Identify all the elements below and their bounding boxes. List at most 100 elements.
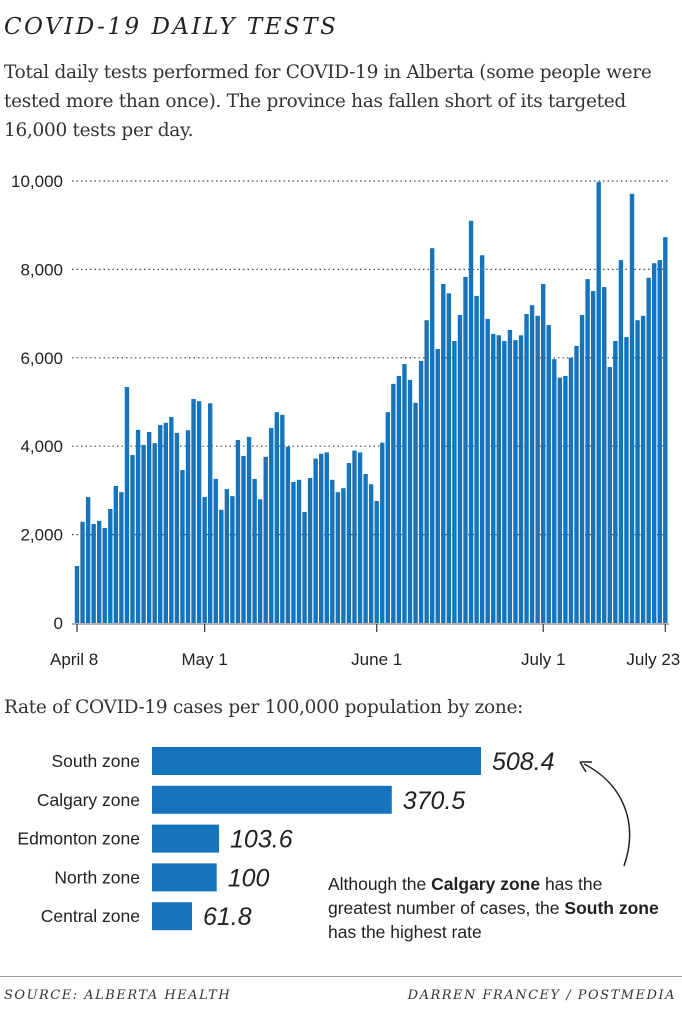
bar (230, 496, 235, 623)
x-tick-label: June 1 (351, 650, 402, 669)
bar (91, 523, 96, 623)
bar (518, 335, 524, 623)
annotation-arrow (583, 763, 631, 867)
bar (635, 320, 640, 623)
bar (624, 337, 629, 623)
bar (557, 377, 563, 623)
bar (563, 375, 568, 623)
bar (152, 443, 157, 623)
bar (363, 474, 368, 623)
bar (85, 497, 91, 623)
bar (657, 260, 662, 623)
bar (246, 436, 252, 623)
annotation-fragment: has the greatest number of cases, the (328, 874, 603, 918)
bar (457, 314, 463, 623)
bar (629, 193, 635, 623)
bar (146, 432, 152, 623)
bar (430, 248, 435, 623)
bar (513, 340, 518, 623)
zone-label: South zone (51, 751, 140, 771)
bar (208, 403, 213, 623)
bar (307, 478, 313, 623)
annotation-fragment: Although the (328, 874, 432, 894)
annotation-text: Although the Calgary zone has the greate… (328, 872, 668, 944)
bar (535, 315, 540, 623)
bar (97, 520, 102, 623)
bar (418, 360, 424, 623)
zone-label: Edmonton zone (17, 829, 140, 849)
bar (496, 335, 501, 623)
bar (80, 521, 85, 623)
bar (524, 314, 529, 623)
bar (579, 314, 585, 623)
y-tick-label: 0 (54, 614, 63, 633)
bar (291, 482, 296, 623)
bar (185, 430, 191, 623)
bar (219, 509, 224, 623)
bar (352, 450, 357, 623)
bar (435, 348, 440, 623)
bar (346, 462, 352, 623)
bar (474, 295, 479, 623)
bar (357, 452, 363, 623)
bar (529, 305, 535, 623)
bar (441, 283, 446, 623)
bar (224, 489, 230, 623)
x-tick-label: April 8 (50, 650, 98, 669)
bar (113, 485, 119, 623)
zone-label: North zone (54, 867, 140, 887)
y-tick-label: 10,000 (11, 172, 63, 191)
annotation-emphasis: Calgary zone (431, 874, 541, 894)
bar (402, 363, 407, 623)
bar (574, 345, 579, 623)
bar (202, 497, 207, 623)
daily-tests-chart: 0 2,000 4,000 6,000 8,000 10,000 April 8 May 1… (11, 172, 680, 669)
chart-subtitle: Total daily tests performed for COVID-19… (4, 62, 652, 141)
bar (141, 444, 146, 623)
bar (491, 333, 496, 623)
bar (374, 501, 379, 623)
bar (380, 442, 385, 623)
zone-chart-title: Rate of COVID-19 cases per 100,000 popul… (4, 697, 524, 718)
bar (507, 329, 513, 623)
bar (102, 527, 107, 623)
bar (163, 422, 168, 623)
bar (302, 512, 307, 623)
bar (585, 279, 590, 623)
bar (541, 283, 546, 623)
bar (468, 220, 474, 623)
bar (285, 446, 291, 623)
bar (568, 357, 574, 623)
zone-value-label: 103.6 (230, 826, 293, 854)
bar (235, 440, 241, 623)
zone-value-label: 508.4 (492, 748, 555, 776)
bar (74, 565, 80, 623)
bar (341, 488, 346, 623)
bar (385, 412, 390, 623)
bar (391, 383, 396, 623)
bar (407, 379, 413, 623)
y-tick-label: 4,000 (20, 437, 63, 456)
bar (485, 318, 490, 623)
x-tick-label: May 1 (182, 650, 228, 669)
bar (396, 375, 402, 623)
zone-label: Central zone (41, 906, 140, 926)
bar (269, 428, 274, 623)
bar (413, 402, 418, 623)
bar (313, 458, 318, 623)
bar (263, 456, 268, 623)
zone-bar (152, 785, 392, 814)
bar (368, 484, 374, 623)
zone-value-label: 100 (228, 864, 270, 892)
x-axis-ticks: April 8 May 1 June 1 July 1 July 23 (50, 624, 680, 669)
bar (191, 398, 196, 623)
bar (130, 455, 135, 623)
annotation-emphasis: South zone (564, 898, 659, 918)
bar (252, 478, 257, 623)
bar (646, 277, 651, 623)
source-credit: SOURCE: ALBERTA HEALTH (4, 988, 232, 1003)
zone-bar (152, 863, 217, 892)
bar (652, 263, 657, 623)
zone-bar (152, 747, 481, 775)
bar (119, 492, 124, 623)
